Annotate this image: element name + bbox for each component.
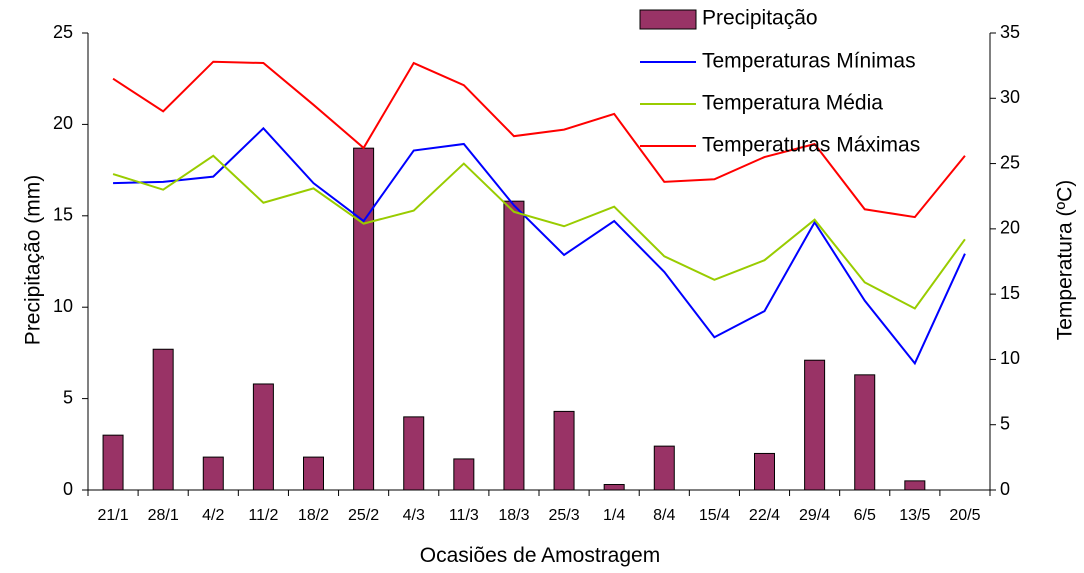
x-tick-label: 4/3 [403,507,425,524]
x-tick-label: 11/3 [449,507,479,524]
x-tick-label: 29/4 [799,507,830,524]
precipitation-bar [403,416,425,491]
right-tick-label: 15 [1000,283,1020,303]
precipitation-bar [102,434,124,491]
precipitation-bar [904,480,926,491]
axes: 0 5 10 15 20 25 0 5 10 15 20 25 30 35 21/1 28/1 4/2 11/… [53,22,1020,524]
legend-label-line: Temperaturas Mínimas [702,50,916,73]
x-tick-label: 4/2 [202,507,224,524]
x-tick-label: 21/1 [97,507,128,524]
x-tick-label: 18/3 [498,507,529,524]
precipitation-bar [152,348,174,491]
x-tick-label: 28/1 [148,507,179,524]
precipitation-bar [804,359,826,491]
left-axis-ticks: 0 5 10 15 20 25 [53,22,88,499]
right-tick-label: 25 [1000,152,1020,172]
left-tick-label: 25 [53,22,73,42]
right-tick-label: 35 [1000,22,1020,42]
precipitation-bar [503,200,525,491]
y-left-axis-label: Precipitação (mm) [22,175,45,345]
x-tick-label: 6/5 [854,507,876,524]
legend-label-line: Temperatura Média [702,92,883,115]
left-tick-label: 15 [53,205,73,225]
x-tick-label: 15/4 [699,507,730,524]
right-tick-label: 20 [1000,218,1020,238]
x-tick-label: 20/5 [949,507,980,524]
precipitation-bar [603,484,625,491]
precipitation-bar [854,374,876,491]
precipitation-bars [102,147,926,491]
x-tick-label: 8/4 [653,507,675,524]
left-tick-label: 20 [53,113,73,133]
legend-swatch-precipitation [639,9,697,30]
precipitation-bar [252,383,274,491]
x-tick-label: 25/2 [348,507,379,524]
precipitation-bar [353,147,375,491]
temperature-line [113,126,966,366]
x-axis-label: Ocasiões de Amostragem [420,544,660,567]
precipitation-bar [303,456,324,491]
x-tick-label: 11/2 [248,507,278,524]
y-right-axis-label: Temperatura (ºC) [1054,180,1077,341]
right-tick-label: 5 [1000,413,1010,433]
temperature-lines [112,60,966,366]
precipitation-bar [754,452,775,491]
precipitation-bar [202,456,224,491]
temperature-line [112,60,966,219]
right-tick-label: 0 [1000,479,1010,499]
x-tick-label: 25/3 [548,507,579,524]
left-tick-label: 10 [53,296,73,316]
right-tick-label: 10 [1000,348,1020,368]
right-axis-ticks: 0 5 10 15 20 25 30 35 [990,22,1020,499]
precipitation-bar [553,410,575,491]
precipitation-bar [653,445,675,491]
precipitation-bar [453,458,475,491]
x-tick-label: 18/2 [298,507,329,524]
temperature-line [112,154,966,310]
legend-label-precipitation: Precipitação [702,7,818,30]
legend-label-line: Temperaturas Máximas [702,134,920,157]
x-tick-label: 22/4 [749,507,780,524]
left-tick-label: 5 [63,387,73,407]
legend: Precipitação Temperaturas Mínimas Temperat… [639,7,920,157]
x-tick-label: 1/4 [603,507,625,524]
x-tick-label: 13/5 [899,507,930,524]
left-tick-label: 0 [63,479,73,499]
right-tick-label: 30 [1000,87,1020,107]
x-axis-ticks: 21/1 28/1 4/2 11/2 18/2 25/2 4/3 11/3 18/3 25/3 1/… [87,490,991,524]
